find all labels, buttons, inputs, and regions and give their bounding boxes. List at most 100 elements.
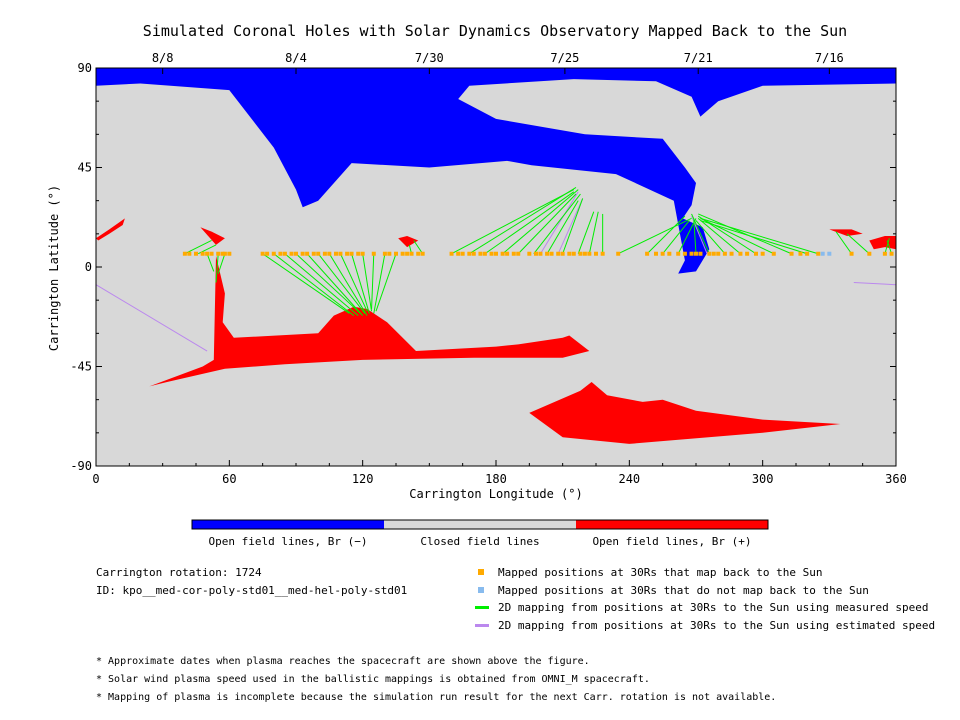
measured-mapping-line-3	[215, 253, 219, 283]
mapped-point-81	[745, 251, 750, 256]
top-date-label-1: 8/4	[285, 51, 307, 65]
positive-polarity-hole-5	[829, 229, 863, 236]
measured-mapping-line-25	[533, 193, 581, 255]
mapped-point-87	[805, 251, 810, 256]
x-tick-label-6: 360	[885, 472, 907, 486]
estimated-wrap-line-0	[95, 284, 208, 352]
positive-polarity-hole-2	[96, 218, 125, 241]
measured-mapping-line-4	[217, 253, 226, 274]
measured-mapping-line-33	[662, 220, 690, 255]
mapped-point-4	[205, 251, 210, 256]
mapped-point-80	[738, 251, 743, 256]
mapped-point-36	[416, 251, 421, 256]
mapped-point-90	[867, 251, 872, 256]
measured-mapping-line-9	[306, 253, 364, 316]
measured-mapping-line-15	[371, 253, 375, 310]
mapped-point-63	[594, 251, 598, 256]
measured-mapping-line-42	[700, 220, 808, 255]
colorbar-label-closed: Closed field lines	[420, 535, 539, 548]
mapped-point-3	[200, 251, 205, 256]
mapped-point-37	[420, 251, 425, 256]
mapped-point-32	[394, 251, 398, 256]
mapped-point-27	[356, 251, 361, 256]
measured-mapping-line-26	[546, 200, 579, 254]
measured-mapping-line-28	[577, 211, 595, 254]
mapped-point-85	[789, 251, 794, 256]
mapped-point-11	[265, 251, 270, 256]
carrington-rotation: Carrington rotation: 1724	[96, 566, 262, 579]
top-date-label-2: 7/30	[415, 51, 444, 65]
mapped-point-9	[227, 251, 232, 256]
estimated-mapping-line-1	[557, 198, 584, 254]
measured-mapping-line-23	[502, 189, 579, 255]
mapped-point-79	[729, 251, 734, 256]
mapped-point-10	[260, 251, 265, 256]
measured-mapping-line-44	[835, 231, 852, 255]
measured-mapping-line-14	[362, 253, 373, 312]
measured-mapping-line-13	[351, 253, 370, 314]
measured-mapping-line-20	[451, 189, 575, 255]
mapped-point-71	[682, 251, 687, 256]
mapped-point-30	[382, 251, 387, 256]
mapped-point-74	[698, 251, 703, 256]
positive-polarity-hole-3	[200, 227, 225, 245]
y-tick-label-0: -90	[70, 459, 92, 473]
mapped-point-21	[322, 251, 327, 256]
mapped-point-29	[371, 251, 376, 256]
measured-mapping-line-47	[886, 240, 893, 254]
mapped-point-0	[182, 251, 187, 256]
mapped-point-58	[567, 251, 572, 256]
measured-mapping-line-31	[618, 217, 692, 255]
mapped-point-20	[316, 251, 321, 256]
positive-polarity-hole-4	[398, 236, 419, 248]
mapped-point-73	[694, 251, 698, 256]
mapped-point-62	[587, 251, 592, 256]
measured-mapping-line-32	[646, 215, 686, 255]
mapped-point-86	[798, 251, 803, 256]
mapped-point-46	[494, 251, 498, 256]
measured-mapping-line-2	[206, 253, 215, 272]
mapped-point-83	[760, 251, 765, 256]
mapped-point-76	[711, 251, 716, 256]
mapped-point-44	[482, 251, 487, 256]
mapped-point-40	[460, 251, 465, 256]
mapped-point-26	[349, 251, 354, 256]
measured-mapping-line-19	[413, 240, 424, 255]
estimated-mapping-line-0	[540, 191, 579, 254]
legend-swatch-measured	[475, 606, 489, 609]
legend-label-mapped: Mapped positions at 30Rs that map back t…	[498, 566, 823, 579]
measured-mapping-line-43	[700, 217, 819, 255]
mapped-point-82	[754, 251, 758, 256]
measured-mapping-line-24	[517, 193, 577, 255]
mapped-point-17	[300, 251, 305, 256]
mapped-point-64	[600, 251, 605, 256]
measured-mapping-line-17	[375, 253, 397, 312]
note-dates: * Approximate dates when plasma reaches …	[96, 656, 590, 667]
measured-mapping-line-37	[695, 220, 726, 255]
y-axis-label: Carrington Latitude (°)	[47, 185, 61, 351]
mapped-point-39	[456, 251, 461, 256]
x-tick-label-2: 120	[352, 472, 374, 486]
colorbar-negative	[192, 520, 384, 529]
legend-swatch-estimated	[475, 624, 489, 627]
mapped-point-45	[489, 251, 494, 256]
mapped-point-50	[516, 251, 521, 256]
mapped-point-66	[645, 251, 650, 256]
mapped-point-56	[556, 251, 561, 256]
positive-polarity-hole-1	[529, 382, 841, 444]
mapped-point-53	[538, 251, 543, 256]
axes: 0 60 120 180 240 300 360 -90 -45 0 45 90 8/8 8/4 7/30 7…	[70, 51, 907, 486]
mapped-point-25	[345, 251, 350, 256]
mapped-point-48	[505, 251, 510, 256]
mapped-point-42	[471, 251, 476, 256]
y-tick-label-4: 90	[78, 61, 92, 75]
mapped-point-75	[707, 251, 712, 256]
measured-mapping-line-36	[691, 213, 710, 254]
y-tick-label-3: 45	[78, 161, 92, 175]
mapped-point-12	[271, 251, 276, 256]
top-date-label-3: 7/25	[550, 51, 579, 65]
measured-mapping-line-35	[693, 218, 697, 254]
measured-mapping-line-41	[698, 213, 792, 255]
mapped-point-23	[334, 251, 338, 256]
mapped-point-77	[716, 251, 721, 256]
